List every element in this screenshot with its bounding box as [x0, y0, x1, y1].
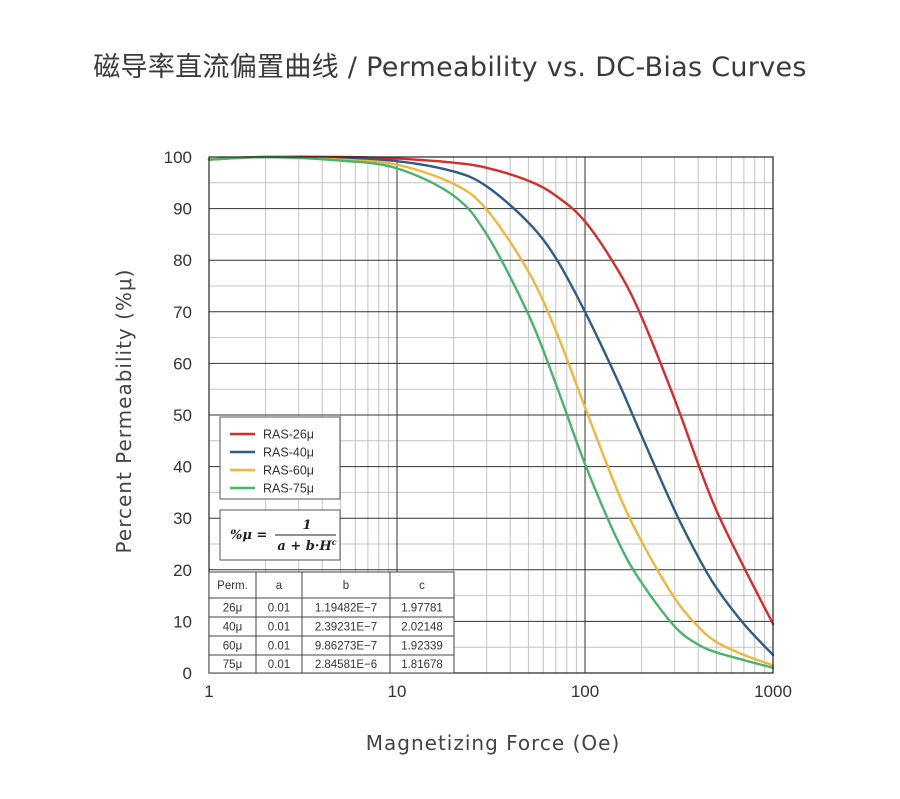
table-header-cell: Perm.: [217, 580, 248, 592]
plot-frame: [208, 156, 774, 674]
y-tick-label: 30: [173, 509, 192, 528]
table-cell: 75μ: [223, 659, 242, 671]
legend: RAS-26μ RAS-40μ RAS-60μ RAS-75μ: [219, 416, 341, 500]
table-cell: 2.39231E−7: [315, 622, 377, 634]
chart-title: 磁导率直流偏置曲线 / Permeability vs. DC-Bias Cur…: [93, 52, 807, 83]
table-cell: 0.01: [268, 603, 290, 615]
x-tick-label: 10: [388, 682, 407, 701]
table-cell: 2.02148: [401, 622, 443, 634]
y-tick-label: 60: [173, 354, 192, 373]
legend-label: RAS-60μ: [263, 464, 314, 478]
y-tick-label: 10: [173, 612, 192, 631]
y-tick-label: 20: [173, 561, 192, 580]
legend-label: RAS-75μ: [263, 482, 314, 496]
y-tick-labels: 0 10 20 30 40 50 60 70 80 90 100: [164, 148, 192, 683]
y-tick-label: 90: [173, 200, 192, 219]
table-cell: 0.01: [268, 659, 290, 671]
legend-box: [219, 416, 341, 500]
table-cell: 9.86273E−7: [315, 641, 377, 653]
legend-label: RAS-26μ: [263, 428, 314, 442]
coefficient-table: Perm. a b c 26μ 0.01 1.19482E−7 1.97781 40μ 0.01 2…: [208, 571, 455, 674]
formula-lhs: %μ =: [230, 528, 267, 543]
x-tick-label: 1: [204, 682, 213, 701]
table-header-cell: b: [343, 580, 349, 592]
table-frame: [208, 571, 455, 674]
table-cell: 0.01: [268, 622, 290, 634]
formula-box: %μ = 1 a + b·Hc: [219, 509, 341, 561]
table-cell: 60μ: [223, 641, 242, 653]
series-line-3: [207, 155, 775, 667]
table-cell: 26μ: [223, 603, 242, 615]
y-tick-label: 100: [164, 148, 192, 167]
table-header-cell: c: [419, 580, 425, 592]
table-cell: 1.92339: [401, 641, 443, 653]
table-cell: 40μ: [223, 622, 242, 634]
y-tick-label: 50: [173, 406, 192, 425]
formula-denominator: a + b·Hc: [277, 537, 336, 554]
table-cell: 1.97781: [401, 603, 443, 615]
series-line-2: [207, 155, 775, 657]
table-cell: 0.01: [268, 641, 290, 653]
x-tick-label: 1000: [754, 682, 792, 701]
legend-label: RAS-40μ: [263, 446, 314, 460]
y-tick-label: 80: [173, 251, 192, 270]
table-header-cell: a: [276, 580, 283, 592]
y-axis-label: Percent Permeability (%μ): [112, 269, 136, 554]
y-tick-label: 40: [173, 458, 192, 477]
table-cell: 2.84581E−6: [315, 659, 377, 671]
x-tick-labels: 1 10 100 1000: [204, 682, 792, 701]
y-tick-label: 70: [173, 303, 192, 322]
x-tick-label: 100: [571, 682, 599, 701]
formula-numerator: 1: [302, 518, 311, 533]
y-tick-label: 0: [183, 664, 192, 683]
table-cell: 1.81678: [401, 659, 443, 671]
table-cell: 1.19482E−7: [315, 603, 377, 615]
x-axis-label: Magnetizing Force (Oe): [366, 731, 621, 755]
series-line-4: [207, 155, 775, 670]
